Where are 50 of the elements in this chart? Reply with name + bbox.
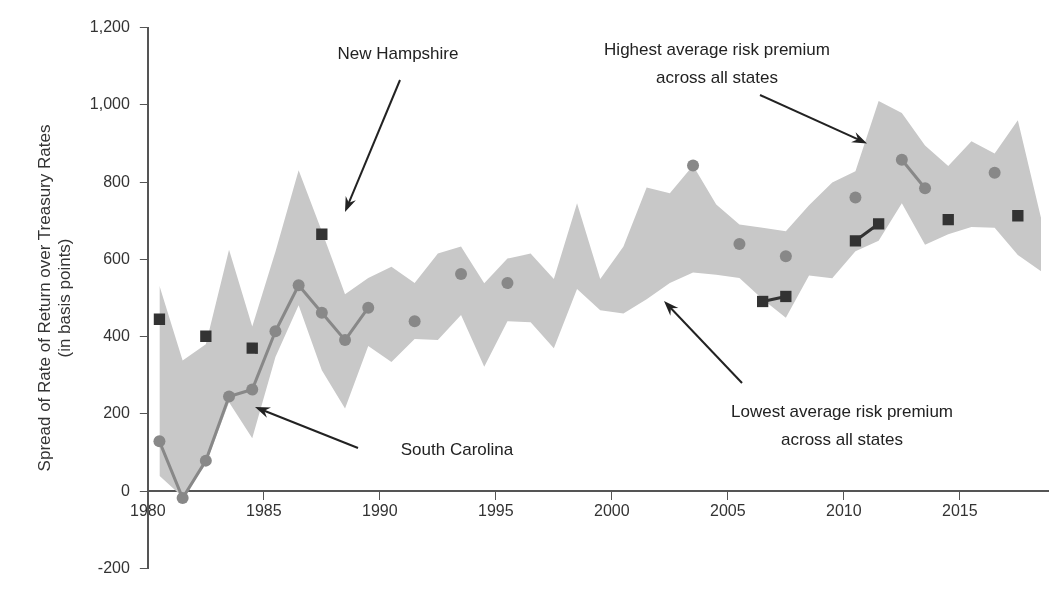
point [849, 235, 862, 247]
y-tick-label: 1,200 [89, 18, 130, 36]
point [153, 313, 166, 325]
point [153, 435, 166, 448]
annotation: New Hampshire [337, 44, 459, 63]
y-tick-label: 800 [103, 172, 130, 190]
point [919, 182, 932, 195]
y-tick-label: 400 [103, 327, 130, 345]
point [455, 268, 468, 281]
x-tick-label: 1990 [362, 502, 398, 520]
x-tick-label: 2000 [594, 502, 630, 520]
x-tick-label: 2015 [942, 502, 978, 520]
point [895, 153, 908, 166]
point [780, 290, 792, 303]
point [942, 213, 954, 226]
y-tick-label: 0 [120, 481, 130, 499]
point [1012, 210, 1024, 222]
y-tick-label: 200 [103, 404, 130, 422]
annotation: South Carolina [400, 440, 514, 459]
point [176, 492, 189, 505]
point [362, 301, 375, 314]
x-tick-label: 2010 [826, 502, 862, 520]
point [246, 342, 258, 354]
point [199, 454, 212, 467]
x-tick-label: 2005 [710, 502, 746, 520]
y-tick-label: -200 [97, 558, 130, 576]
y-tick-label: 600 [103, 249, 130, 267]
point [339, 334, 352, 347]
annotation: Highest average risk premium across all states [604, 40, 830, 87]
annotation: Lowest average risk premium across all states [730, 402, 954, 449]
point [733, 237, 746, 250]
point [316, 228, 328, 240]
point [408, 315, 421, 328]
point [246, 383, 259, 396]
point [315, 306, 328, 319]
point [756, 295, 769, 308]
point [872, 218, 885, 230]
point [988, 166, 1001, 179]
x-tick-label: 1985 [246, 502, 282, 520]
y-tick-label: 1,000 [89, 95, 130, 113]
point [687, 159, 700, 172]
x-tick-label: 1995 [478, 502, 514, 520]
point [501, 276, 514, 289]
point [200, 330, 212, 342]
point [223, 390, 236, 403]
y-axis-title: Spread of Rate of Return over Treasury Rates (in basis points) [34, 124, 75, 472]
point [269, 325, 282, 338]
point [779, 250, 792, 263]
point [292, 279, 305, 292]
point [849, 191, 862, 204]
